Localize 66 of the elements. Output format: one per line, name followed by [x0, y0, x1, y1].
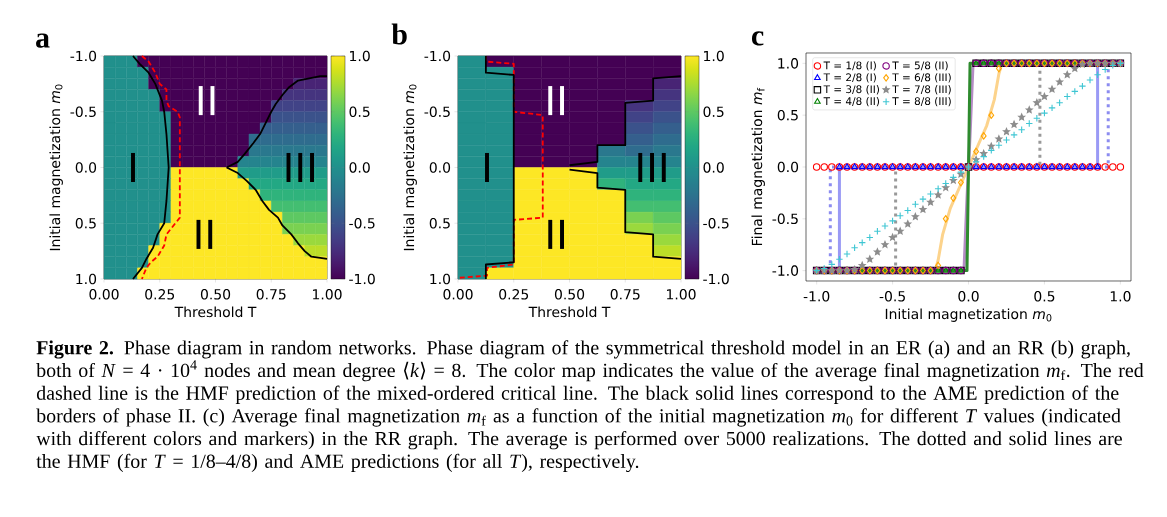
legend-label: T = 8/8 (III) [892, 96, 951, 107]
y-tick-label: 0.0 [75, 162, 97, 173]
y-tick-label: 0.5 [777, 109, 798, 121]
x-tick-label: 0.75 [256, 289, 286, 300]
color-bar-label: -1.0 [703, 273, 729, 285]
legend-label: T = 2/8 (I) [823, 73, 876, 83]
y-tick-label: 1.0 [76, 273, 97, 285]
legend-label: T = 1/8 (I) [823, 61, 876, 71]
annotation: II [198, 86, 215, 116]
x-axis-title: Initial magnetization m$_{0}$ [885, 308, 1052, 322]
y-tick-label: 0.5 [429, 217, 450, 229]
legend-label: T = 3/8 (II) [823, 85, 879, 95]
x-tick-label: 0.75 [610, 289, 640, 300]
color-bar-label: -0.5 [349, 217, 375, 229]
color-bar-label: 1.0 [350, 50, 370, 62]
y-tick-label: 0.0 [429, 162, 451, 173]
color-bar-label: 0.5 [349, 106, 370, 118]
y-tick-label: -1.0 [772, 265, 799, 276]
x-axis-title: Threshold T [174, 306, 257, 318]
annotation: II [548, 86, 564, 116]
y-tick-label: -0.5 [70, 106, 96, 118]
y-axis-title: Initial magnetization m$_{0}$ [403, 84, 417, 251]
text: Figure 2. Phase diagram in random networks. Phase diagram of the symmetrical threshold model in an ER (a) and an RR (b) graph, both of N = 4 · 10$^{4}$ nodes and mean degree ⟨k⟩ = 8. The color map indicates the value of the average final magnetization m$_{f}$. The red dashed line is the HMF prediction of the mixed-ordered critical line. The black solid lines correspond to the AME prediction of the borders of phase II. (c) Average final magnetization m$_{f}$ as a function of the initial magnetization m$_{0}$ for different T values (indicated with different colors and markers) in the RR graph. The average is performed over 5000 realizations. The dotted and solid lines are the HMF (for T = 1/8–4/8) and AME predictions (for all T), respectively. [36, 340, 1144, 473]
chart-title: c [751, 31, 764, 46]
color-bar-label: -0.5 [703, 217, 729, 229]
x-tick-label: 0.00 [443, 289, 473, 300]
annotation: I [485, 152, 489, 183]
color-bar-label: -1.0 [349, 273, 375, 285]
x-tick-label: 0.00 [89, 289, 119, 300]
x-tick-label: 0.50 [200, 289, 231, 300]
x-tick-label: 0.5 [1034, 291, 1055, 302]
y-tick-label: -0.5 [424, 106, 450, 118]
annotation: II [548, 219, 564, 249]
y-tick-label: 0.5 [75, 217, 96, 229]
x-tick-label: 0.0 [958, 291, 979, 302]
y-tick-label: 1.0 [430, 273, 451, 285]
y-tick-label: -0.5 [772, 213, 798, 225]
x-tick-label: 0.25 [145, 289, 175, 300]
color-bar-label: 0.0 [349, 162, 370, 173]
x-tick-label: 1.0 [1110, 291, 1131, 302]
color-bar-label: 1.0 [704, 50, 724, 62]
y-tick-label: 1.0 [778, 58, 799, 69]
y-axis-title: Initial magnetization m$_{0}$ [49, 84, 63, 251]
legend-label: T = 6/8 (III) [892, 73, 951, 83]
x-tick-label: 1.00 [313, 289, 342, 300]
legend-label: T = 4/8 (II) [823, 96, 879, 107]
y-tick-label: -1.0 [424, 50, 451, 62]
annotation: III [286, 152, 314, 183]
legend-label: T = 7/8 (III) [892, 85, 951, 95]
x-tick-label: 0.50 [554, 289, 585, 300]
x-tick-label: -1.0 [803, 291, 830, 302]
y-tick-label: -1.0 [70, 50, 97, 62]
chart-title: a [36, 33, 50, 48]
y-tick-label: 0.0 [777, 161, 799, 173]
annotation: I [131, 152, 135, 183]
color-bar-label: 0.0 [703, 162, 724, 173]
x-tick-label: 0.25 [499, 289, 529, 300]
x-tick-label: -0.5 [879, 291, 905, 302]
annotation: II [196, 219, 213, 249]
annotation: III [638, 152, 666, 183]
color-bar-label: 0.5 [703, 106, 724, 118]
y-axis-title: Final magnetization m$_{f}$ [751, 87, 765, 246]
x-tick-label: 1.00 [667, 289, 696, 300]
x-axis-title: Threshold T [528, 306, 611, 318]
legend-label: T = 5/8 (II) [892, 61, 948, 71]
chart-title: b [391, 23, 407, 45]
